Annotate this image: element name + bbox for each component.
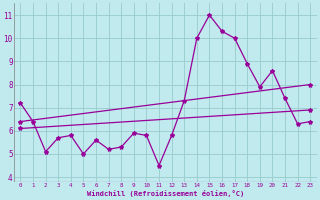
X-axis label: Windchill (Refroidissement éolien,°C): Windchill (Refroidissement éolien,°C) xyxy=(87,190,244,197)
